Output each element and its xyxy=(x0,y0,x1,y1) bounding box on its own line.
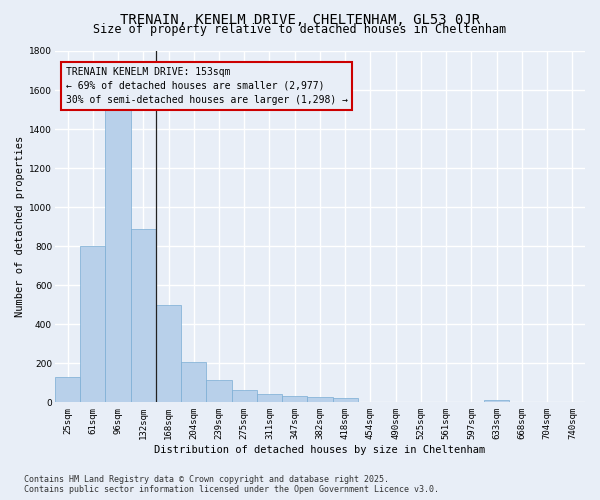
Bar xyxy=(106,110,131,403)
Bar xyxy=(55,377,80,402)
Bar xyxy=(232,390,257,402)
Bar xyxy=(257,394,282,402)
Text: Size of property relative to detached houses in Cheltenham: Size of property relative to detached ho… xyxy=(94,22,506,36)
Bar xyxy=(131,228,156,402)
X-axis label: Distribution of detached houses by size in Cheltenham: Distribution of detached houses by size … xyxy=(154,445,485,455)
Text: TRENAIN, KENELM DRIVE, CHELTENHAM, GL53 0JR: TRENAIN, KENELM DRIVE, CHELTENHAM, GL53 … xyxy=(120,12,480,26)
Bar xyxy=(484,400,509,402)
Text: Contains HM Land Registry data © Crown copyright and database right 2025.
Contai: Contains HM Land Registry data © Crown c… xyxy=(24,474,439,494)
Bar xyxy=(181,362,206,403)
Bar xyxy=(282,396,307,402)
Bar xyxy=(156,304,181,402)
Text: TRENAIN KENELM DRIVE: 153sqm
← 69% of detached houses are smaller (2,977)
30% of: TRENAIN KENELM DRIVE: 153sqm ← 69% of de… xyxy=(65,67,347,105)
Y-axis label: Number of detached properties: Number of detached properties xyxy=(15,136,25,318)
Bar xyxy=(80,246,106,402)
Bar xyxy=(307,397,332,402)
Bar xyxy=(332,398,358,402)
Bar xyxy=(206,380,232,402)
